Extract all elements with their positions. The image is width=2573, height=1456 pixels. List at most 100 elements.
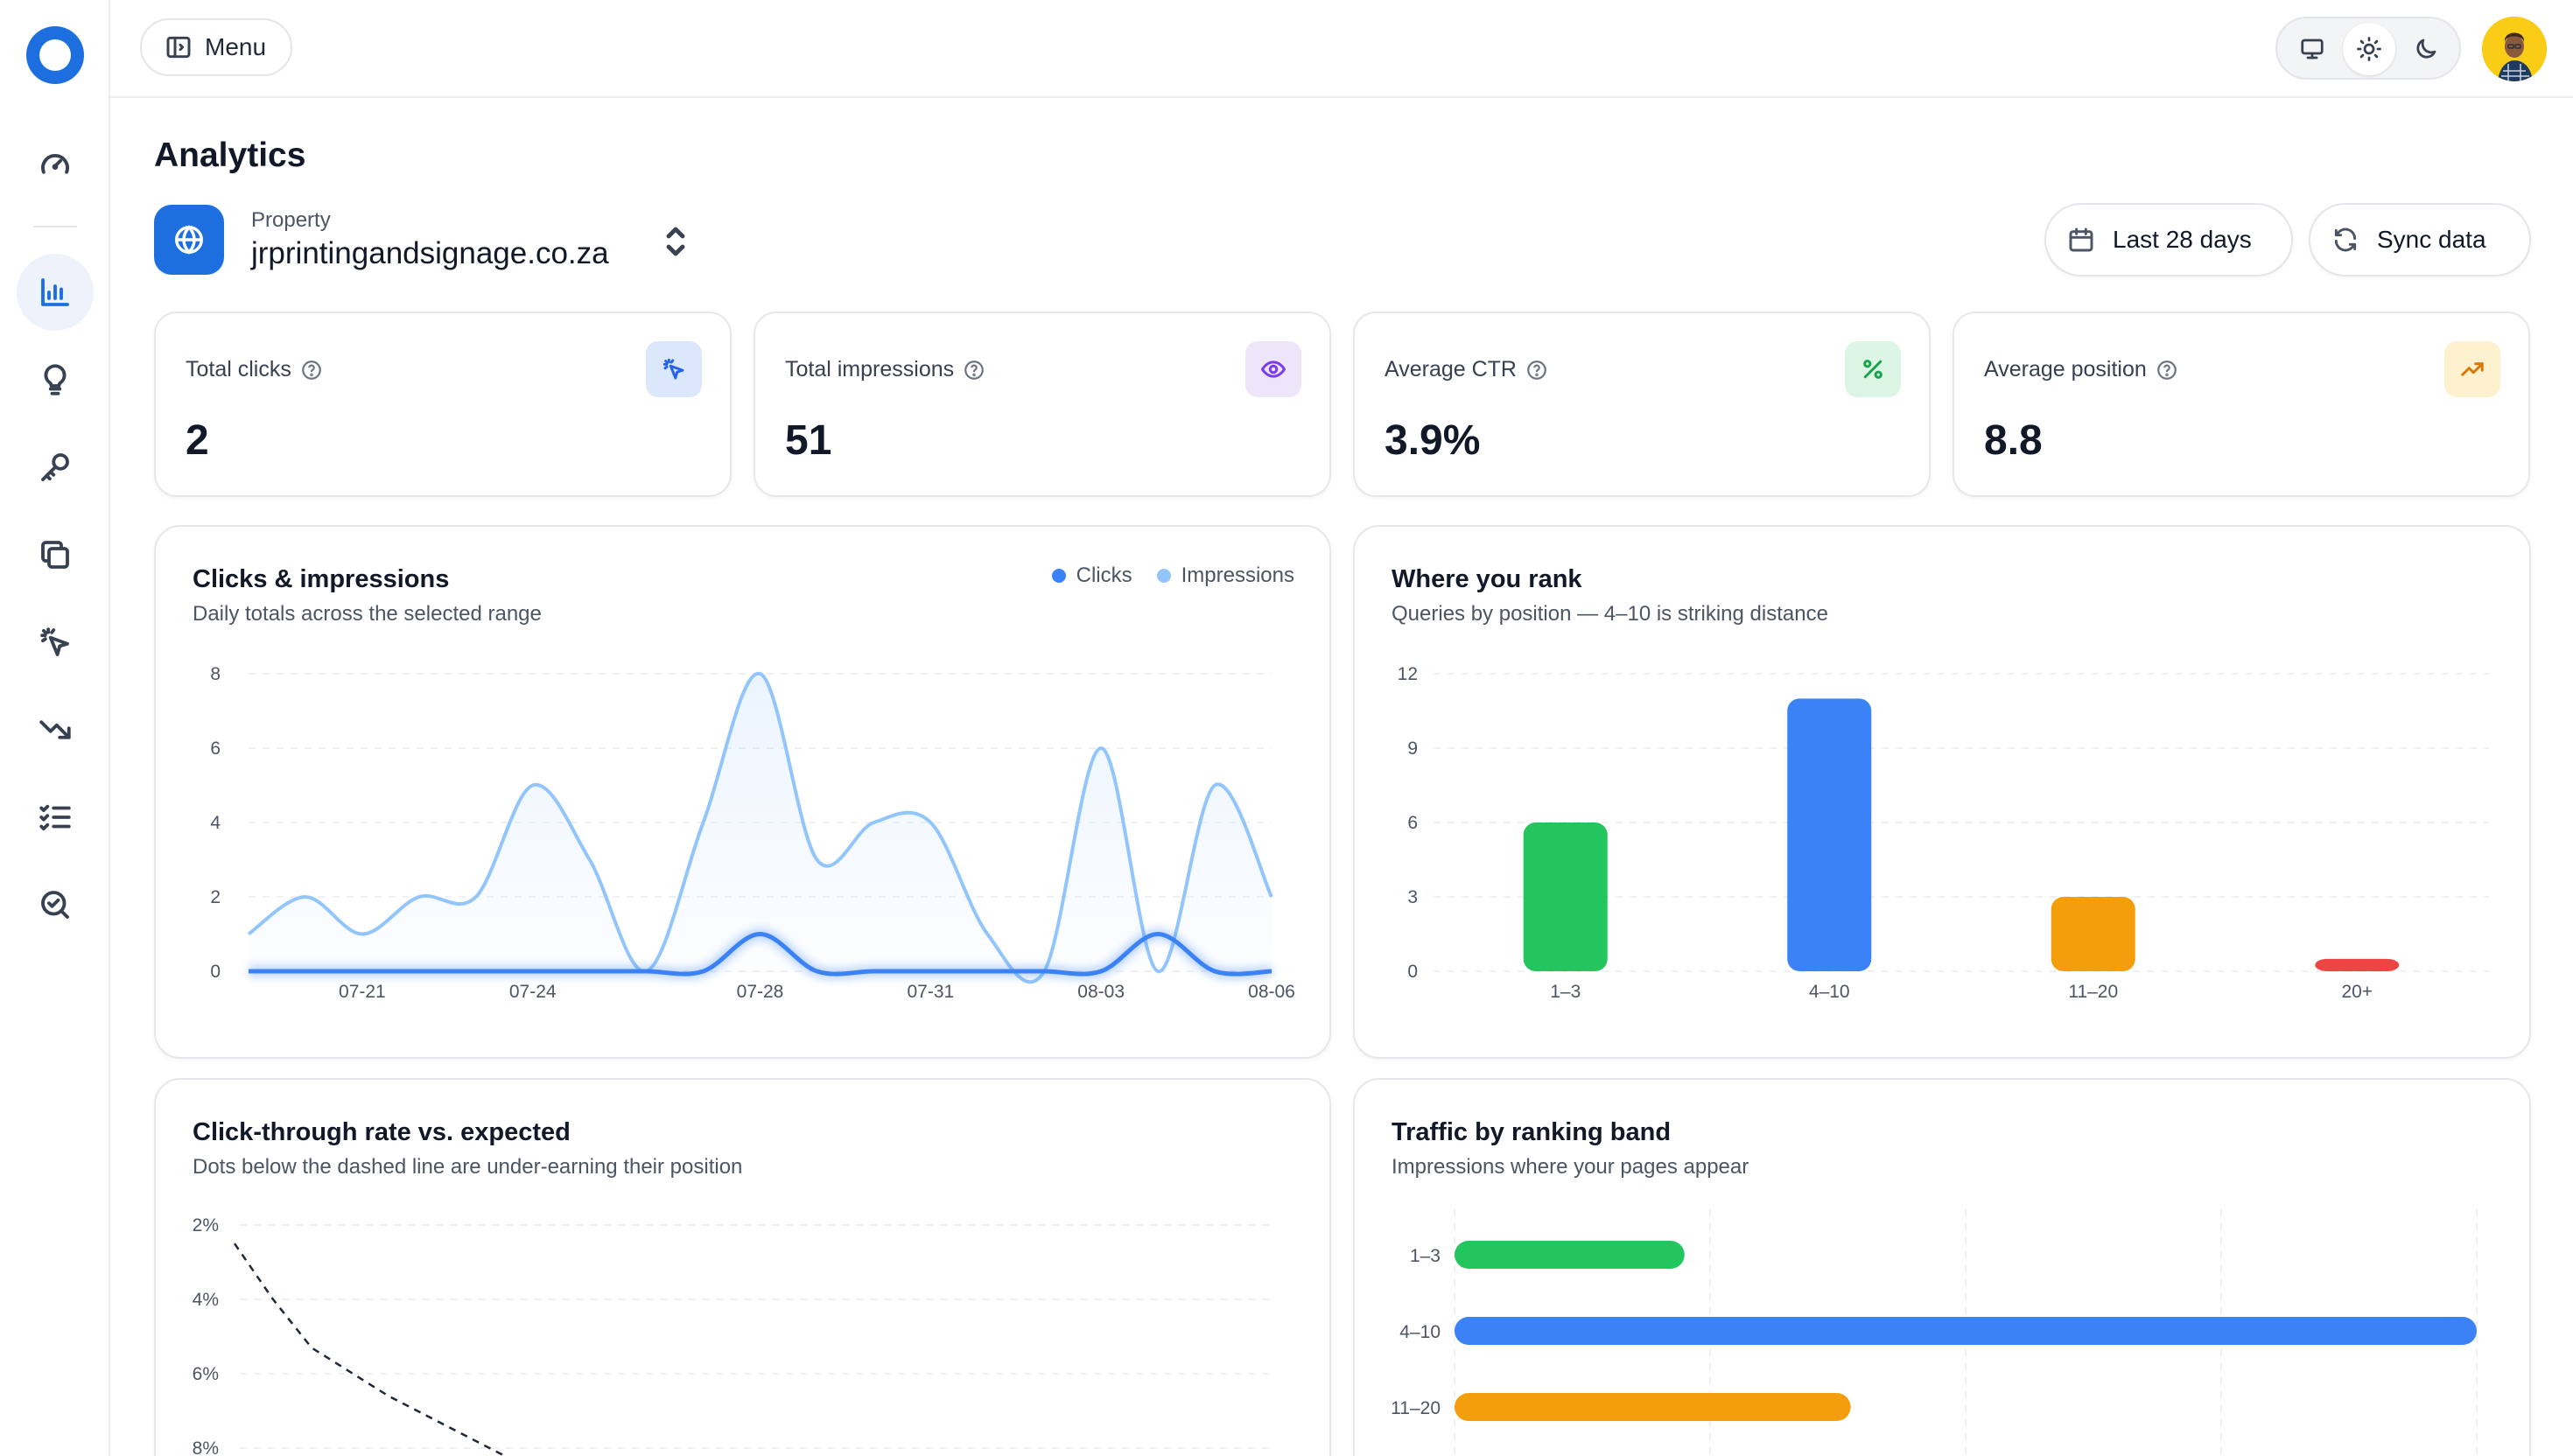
card-subtitle: Impressions where your pages appear <box>1392 1155 1749 1179</box>
sidebar-item-keys[interactable] <box>17 429 94 506</box>
y-tick-label: 8% <box>193 1438 219 1456</box>
x-tick-label: 08-03 <box>1077 982 1125 1002</box>
stat-icon-badge <box>1845 341 1901 397</box>
app-logo[interactable] <box>26 26 84 84</box>
stat-value: 8.8 <box>1984 417 2043 464</box>
theme-system-button[interactable] <box>2286 23 2338 75</box>
stat-value: 51 <box>785 417 832 464</box>
chart-card-where-you-rank: 0 3 6 9 12 1–3 4–10 11–20 20+ Where you rank Que… <box>1353 525 2531 1059</box>
moon-icon <box>2416 38 2436 59</box>
sidebar-item-audit[interactable] <box>17 866 94 943</box>
sidebar <box>0 0 110 1456</box>
x-tick-label: 07-28 <box>737 982 784 1002</box>
card-subtitle: Queries by position — 4–10 is striking d… <box>1392 602 1828 626</box>
trending-up-icon <box>2461 362 2484 376</box>
expected-ctr-line <box>233 1242 505 1456</box>
y-tick-label: 1–3 <box>1410 1246 1441 1266</box>
avatar[interactable] <box>2482 17 2547 81</box>
card-title: Click-through rate vs. expected <box>193 1118 571 1146</box>
bar <box>1455 1393 1851 1421</box>
y-tick-label: 3 <box>1407 887 1418 907</box>
chart-legend: Clicks Impressions <box>1051 564 1294 588</box>
y-tick-label: 6 <box>1407 813 1418 833</box>
property-icon-badge <box>154 205 224 275</box>
property-selector-toggle[interactable] <box>662 226 690 257</box>
sync-data-button[interactable]: Sync data <box>2309 203 2531 276</box>
y-tick-label: 2% <box>193 1215 219 1236</box>
y-tick-label: 6% <box>193 1364 219 1384</box>
property-selector[interactable]: jrprintingandsignage.co.za <box>251 236 609 270</box>
legend-label: Clicks <box>1076 564 1132 587</box>
cursor-click-icon <box>663 358 684 380</box>
stat-icon-badge <box>646 341 702 397</box>
date-range-button[interactable]: Last 28 days <box>2044 203 2293 276</box>
user-avatar-image <box>2482 17 2547 81</box>
list-checks-icon <box>39 804 71 831</box>
y-tick-label: 6 <box>210 738 221 759</box>
card-subtitle: Daily totals across the selected range <box>193 602 542 626</box>
x-tick-label: 08-06 <box>1248 982 1295 1002</box>
y-tick-label: 11–20 <box>1391 1398 1441 1418</box>
sync-data-label: Sync data <box>2377 226 2486 253</box>
legend-swatch <box>1156 569 1171 583</box>
sidebar-item-tasks[interactable] <box>17 779 94 856</box>
menu-button-label: Menu <box>205 33 267 60</box>
legend-swatch <box>1051 569 1066 583</box>
cursor-click-icon <box>40 627 69 656</box>
date-range-label: Last 28 days <box>2113 226 2252 253</box>
stat-label: Total impressions <box>785 357 955 382</box>
bar <box>2051 897 2135 971</box>
legend-item-impressions[interactable]: Impressions <box>1156 564 1294 588</box>
x-tick-label: 4–10 <box>1809 982 1850 1002</box>
sidebar-item-clicks[interactable] <box>17 604 94 681</box>
calendar-icon <box>2069 228 2093 252</box>
sidebar-toggle-icon <box>166 36 191 59</box>
refresh-icon <box>2334 228 2357 252</box>
stat-card-average-ctr: Average CTR 3.9% <box>1353 312 1931 497</box>
percent-icon <box>1863 360 1882 379</box>
sidebar-item-ideas[interactable] <box>17 341 94 418</box>
bar <box>1787 698 1872 971</box>
bar-chart-icon <box>41 278 69 306</box>
clicks-impressions-chart: 0 2 4 6 8 07-21 07-24 07-28 07-31 08-03 08-06 <box>210 664 1295 1002</box>
theme-light-button[interactable] <box>2343 23 2395 75</box>
chart-card-clicks-impressions: 0 2 4 6 8 07-21 07-24 07-28 07-31 08-03 08-06 Clic… <box>154 525 1331 1059</box>
legend-item-clicks[interactable]: Clicks <box>1051 564 1132 588</box>
help-circle-icon[interactable] <box>1525 359 1548 382</box>
gauge-icon <box>41 153 69 174</box>
bar <box>1455 1241 1685 1269</box>
sidebar-item-dashboard[interactable] <box>17 126 94 203</box>
menu-button[interactable]: Menu <box>140 18 292 76</box>
y-tick-label: 4% <box>193 1290 219 1310</box>
y-tick-label: 4 <box>210 813 221 833</box>
help-circle-icon[interactable] <box>2156 359 2178 382</box>
sidebar-item-declines[interactable] <box>17 691 94 768</box>
x-tick-label: 07-31 <box>907 982 954 1002</box>
x-tick-label: 07-24 <box>509 982 557 1002</box>
bar <box>1523 822 1608 971</box>
impressions-area <box>249 673 1272 983</box>
theme-switcher <box>2275 17 2461 80</box>
globe-icon <box>175 225 203 255</box>
where-you-rank-chart: 0 3 6 9 12 1–3 4–10 11–20 20+ <box>1398 664 2489 1002</box>
help-circle-icon[interactable] <box>300 359 323 382</box>
stat-label-row: Average position <box>1984 357 2178 382</box>
key-icon <box>41 453 69 481</box>
card-subtitle: Dots below the dashed line are under-ear… <box>193 1155 743 1179</box>
page-title: Analytics <box>154 136 306 174</box>
stat-label: Total clicks <box>186 357 291 382</box>
eye-icon <box>1261 360 1286 378</box>
help-circle-icon[interactable] <box>963 359 985 382</box>
x-tick-label: 1–3 <box>1550 982 1581 1002</box>
property-label: Property <box>251 208 331 232</box>
sidebar-item-analytics[interactable] <box>17 254 94 331</box>
impressions-line <box>247 671 1273 984</box>
x-tick-label: 11–20 <box>2068 982 2118 1002</box>
theme-dark-button[interactable] <box>2400 23 2452 75</box>
y-tick-label: 0 <box>1407 962 1418 982</box>
trending-down-icon <box>39 720 71 739</box>
card-title: Clicks & impressions <box>193 565 450 593</box>
y-tick-label: 0 <box>210 962 221 982</box>
sidebar-item-pages[interactable] <box>17 516 94 593</box>
clicks-line <box>249 931 1272 976</box>
